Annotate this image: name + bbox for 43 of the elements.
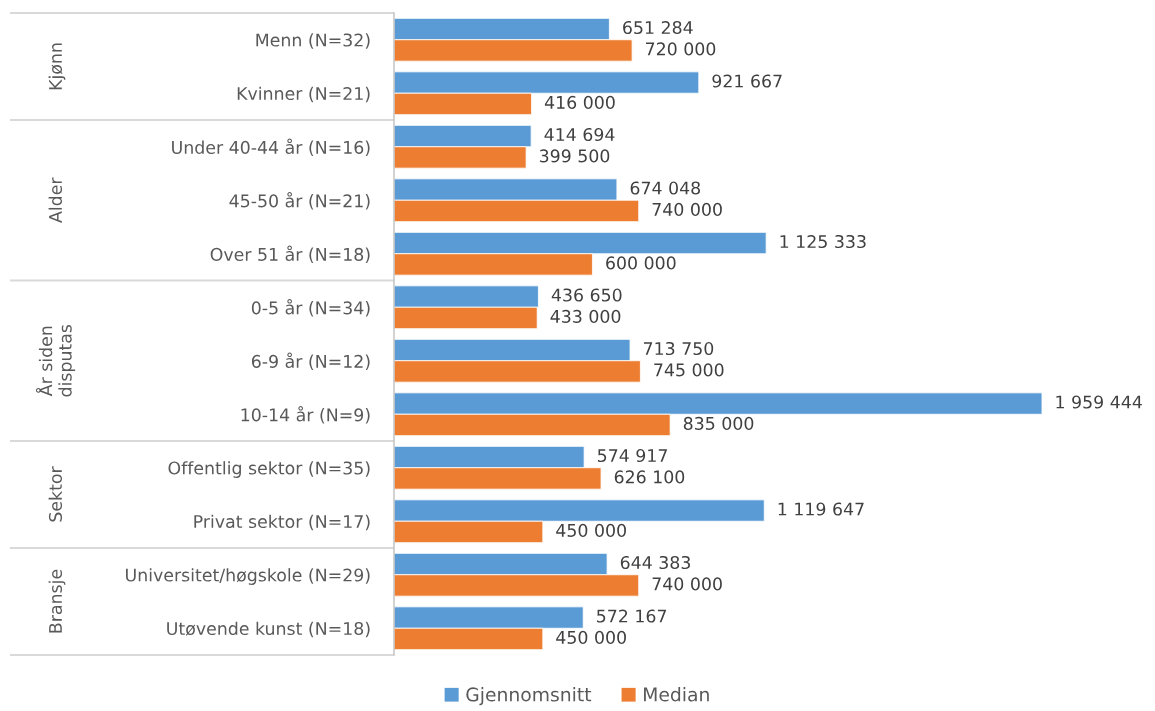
- data-label: 720 000: [646, 42, 716, 56]
- y-tick-label: 45-50 år (N=21): [229, 191, 370, 210]
- data-label: 1 119 647: [778, 502, 864, 516]
- legend-label: Gjennomsnitt: [466, 687, 592, 706]
- y-tick-label: Privat sektor (N=17): [194, 514, 370, 531]
- legend-label: Median: [644, 687, 709, 702]
- text: Bransje: [48, 569, 66, 633]
- data-label: 1 959 444: [1056, 395, 1142, 409]
- data-label: 1 125 333: [780, 234, 866, 249]
- y-tick-label: Offentlig sektor (N=35): [168, 461, 370, 478]
- data-label: 835 000: [683, 416, 754, 430]
- y-tick-label: 6-9 år (N=12): [251, 352, 370, 370]
- text: Alder: [48, 177, 63, 223]
- y-tick-label: Universitet/høgskole (N=29): [126, 568, 370, 585]
- y-tick-label: 0-5 år (N=34): [251, 298, 370, 317]
- data-label: 399 500: [539, 149, 610, 163]
- data-label: 745 000: [654, 363, 724, 377]
- data-label: 740 000: [652, 202, 722, 216]
- y-tick-label: 10-14 år (N=9): [241, 405, 370, 424]
- data-label: 414 694: [544, 127, 615, 142]
- data-label: 572 167: [597, 609, 667, 623]
- y-tick-label: Kvinner (N=21): [237, 86, 370, 103]
- data-label: 450 000: [556, 523, 626, 537]
- y-tick-label: Under 40-44 år (N=16): [172, 138, 370, 156]
- y-tick-label: Menn (N=32): [256, 33, 370, 49]
- text: År siden disputas: [35, 324, 76, 397]
- data-label: 644 383: [620, 555, 690, 570]
- data-label: 600 000: [606, 256, 676, 270]
- text: Kjønn: [48, 43, 66, 90]
- data-label: 416 000: [544, 95, 615, 109]
- data-label: 921 667: [712, 74, 782, 88]
- data-label: 433 000: [550, 309, 621, 323]
- y-tick-label: Over 51 år (N=18): [210, 245, 370, 263]
- data-label: 713 750: [643, 341, 714, 356]
- data-label: 574 917: [597, 448, 667, 463]
- data-label: 674 048: [630, 181, 701, 195]
- data-label: 436 650: [551, 288, 622, 302]
- data-label: 450 000: [556, 630, 626, 644]
- data-label: 740 000: [652, 577, 722, 591]
- data-label: 626 100: [614, 470, 685, 484]
- text: Sektor: [48, 466, 63, 522]
- data-label: 651 284: [623, 20, 693, 35]
- y-tick-label: Utøvende kunst (N=18): [167, 621, 370, 638]
